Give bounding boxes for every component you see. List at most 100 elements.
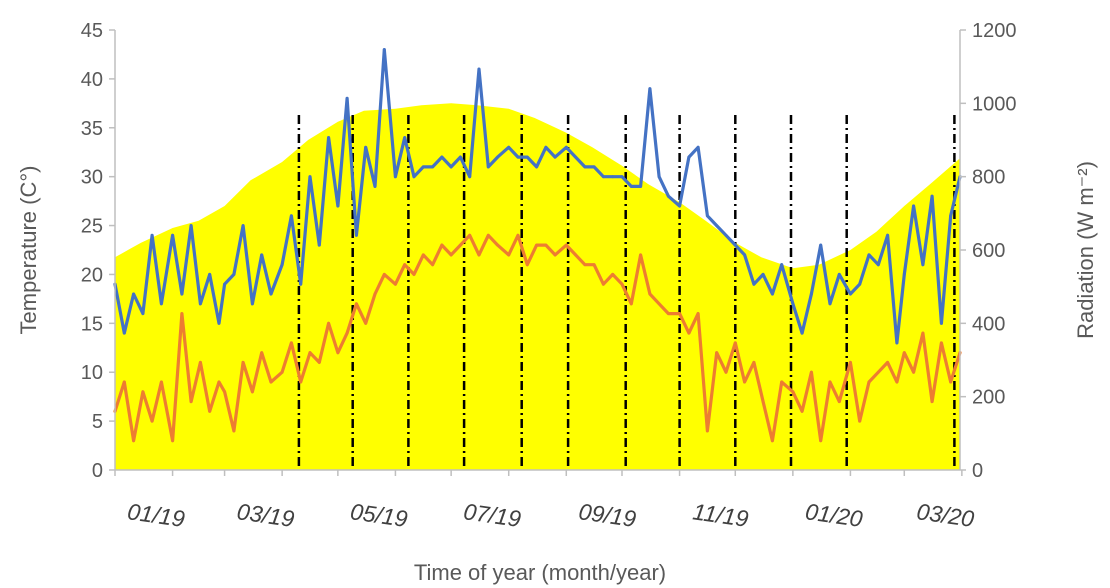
min-temperature-point — [657, 302, 661, 306]
y-axis-right-title: Radiation (W m⁻²) — [1073, 161, 1098, 339]
max-temperature-point — [431, 165, 434, 169]
min-temperature-point — [132, 439, 136, 443]
y-left-tick-label: 0 — [92, 460, 103, 482]
min-temperature-point — [232, 429, 236, 433]
max-temperature-point — [141, 312, 145, 315]
min-temperature-point — [780, 380, 784, 384]
min-temperature-point — [260, 351, 264, 355]
max-temperature-point — [791, 302, 795, 306]
min-temperature-point — [217, 380, 221, 384]
max-temperature-point — [657, 175, 661, 179]
y-left-tick-label: 15 — [81, 313, 103, 335]
y-right-tick-label: 600 — [972, 240, 1005, 262]
x-axis-title: Time of year (month/year) — [414, 560, 666, 585]
min-temperature-point — [752, 361, 756, 364]
max-temperature-point — [232, 273, 236, 276]
min-temperature-point — [382, 273, 386, 276]
max-temperature-point — [459, 155, 462, 159]
max-temperature-point — [667, 194, 670, 198]
y-right-tick-label: 800 — [972, 167, 1005, 189]
min-temperature-point — [930, 400, 934, 403]
max-temperature-point — [199, 302, 202, 306]
max-temperature-point — [886, 233, 889, 237]
min-temperature-point — [611, 273, 615, 276]
min-temperature-point — [687, 331, 691, 335]
min-temperature-point — [895, 380, 899, 384]
min-temperature-point — [886, 361, 889, 364]
min-temperature-point — [160, 380, 163, 384]
max-temperature-point — [486, 165, 490, 169]
max-temperature-point — [752, 282, 756, 286]
max-temperature-point — [525, 155, 529, 159]
max-temperature-point — [921, 263, 925, 267]
min-temperature-point — [355, 302, 358, 306]
min-temperature-point — [639, 253, 642, 257]
max-temperature-point — [912, 204, 915, 208]
min-temperature-point — [290, 341, 293, 345]
min-temperature-point — [421, 253, 425, 257]
min-temperature-point — [180, 312, 184, 315]
max-temperature-point — [355, 233, 358, 237]
min-temperature-point — [828, 380, 832, 384]
min-temperature-point — [602, 282, 605, 286]
min-temperature-point — [592, 263, 596, 267]
max-temperature-point — [583, 165, 587, 169]
min-temperature-point — [629, 302, 633, 306]
min-temperature-point — [535, 243, 538, 247]
min-temperature-point — [678, 312, 681, 315]
min-temperature-point — [150, 419, 154, 423]
min-temperature-point — [477, 253, 481, 257]
min-temperature-point — [902, 351, 906, 355]
max-temperature-point — [421, 165, 425, 169]
y-right-tick-label: 1000 — [972, 93, 1017, 115]
min-temperature-point — [412, 273, 416, 276]
min-temperature-point — [269, 380, 273, 384]
max-temperature-point — [858, 282, 862, 286]
max-temperature-point — [849, 292, 852, 296]
min-temperature-point — [724, 370, 728, 374]
max-temperature-point — [280, 263, 284, 267]
x-tick-label: 07/19 — [462, 498, 523, 532]
min-temperature-point — [507, 253, 511, 257]
max-temperature-point — [902, 273, 906, 276]
max-temperature-point — [269, 292, 273, 296]
max-temperature-point — [564, 145, 568, 149]
min-temperature-point — [364, 321, 368, 325]
min-temperature-point — [849, 361, 852, 364]
min-temperature-point — [706, 429, 709, 433]
max-temperature-point — [629, 185, 633, 188]
max-temperature-point — [724, 233, 728, 237]
min-temperature-point — [667, 312, 670, 315]
max-temperature-point — [553, 155, 557, 159]
y-left-tick-label: 20 — [81, 264, 103, 286]
min-temperature-point — [800, 409, 804, 413]
max-temperature-point — [412, 175, 416, 179]
max-temperature-point — [160, 302, 163, 306]
min-temperature-point — [449, 253, 453, 257]
min-temperature-point — [280, 370, 284, 374]
max-temperature-point — [317, 243, 321, 247]
y-right-tick-label: 1200 — [972, 20, 1017, 42]
max-temperature-point — [336, 204, 340, 208]
y-left-tick-label: 40 — [81, 69, 103, 91]
min-temperature-point — [733, 341, 737, 345]
min-temperature-point — [525, 263, 529, 267]
min-temperature-point — [867, 380, 871, 384]
max-temperature-point — [241, 224, 245, 228]
max-temperature-point — [468, 175, 472, 179]
max-temperature-point — [602, 175, 605, 179]
y-left-tick-label: 30 — [81, 167, 103, 189]
max-temperature-point — [223, 282, 227, 286]
max-temperature-point — [696, 145, 700, 149]
min-temperature-point — [819, 439, 823, 443]
max-temperature-point — [800, 331, 804, 335]
max-temperature-point — [364, 145, 368, 149]
max-temperature-point — [535, 165, 538, 169]
min-temperature-point — [141, 390, 145, 394]
min-temperature-point — [468, 233, 472, 237]
max-temperature-point — [940, 321, 943, 325]
min-temperature-point — [516, 233, 520, 237]
x-tick-label: 11/19 — [691, 498, 750, 532]
min-temperature-point — [620, 282, 624, 286]
